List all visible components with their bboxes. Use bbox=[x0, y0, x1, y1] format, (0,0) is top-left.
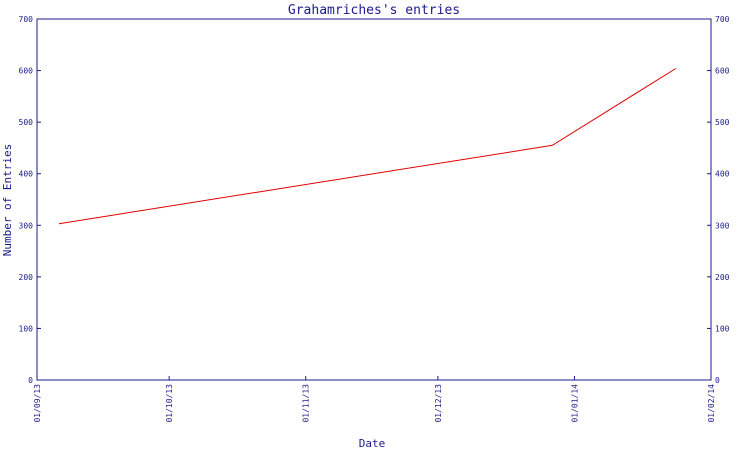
right-y-tick-label: 100 bbox=[715, 324, 730, 333]
left-y-tick-label: 200 bbox=[19, 273, 34, 282]
entries-series-line bbox=[58, 68, 677, 225]
right-y-axis: 0 100 200 300 400 500 600 700 bbox=[707, 15, 730, 385]
left-y-tick-label: 600 bbox=[19, 67, 34, 76]
right-y-tick-label: 0 bbox=[715, 376, 720, 385]
right-y-tick-label: 300 bbox=[715, 221, 730, 230]
right-y-tick-label: 400 bbox=[715, 170, 730, 179]
left-y-axis: 0 100 200 300 400 500 600 700 bbox=[19, 15, 41, 385]
left-y-tick-label: 400 bbox=[19, 170, 34, 179]
x-axis: 01/09/13 01/10/13 01/11/13 01/12/13 01/01/14… bbox=[33, 376, 716, 423]
x-tick-label: 01/10/13 bbox=[165, 384, 174, 423]
x-tick-label: 01/01/14 bbox=[570, 384, 579, 423]
left-y-tick-label: 0 bbox=[28, 376, 33, 385]
x-tick-label: 01/02/14 bbox=[707, 384, 716, 423]
left-y-tick-label: 300 bbox=[19, 221, 34, 230]
left-y-tick-label: 100 bbox=[19, 324, 34, 333]
series-layer bbox=[58, 68, 677, 225]
right-y-tick-label: 200 bbox=[715, 273, 730, 282]
right-y-tick-label: 600 bbox=[715, 67, 730, 76]
x-axis-label: Date bbox=[359, 437, 386, 450]
plot-area bbox=[36, 18, 712, 381]
y-axis-label: Number of Entries bbox=[1, 144, 14, 257]
right-y-tick-label: 700 bbox=[715, 15, 730, 24]
x-tick-label: 01/11/13 bbox=[302, 384, 311, 423]
right-y-tick-label: 500 bbox=[715, 118, 730, 127]
left-y-tick-label: 500 bbox=[19, 118, 34, 127]
left-y-tick-label: 700 bbox=[19, 15, 34, 24]
x-tick-label: 01/09/13 bbox=[33, 384, 42, 423]
x-tick-label: 01/12/13 bbox=[434, 384, 443, 423]
chart-title: Grahamriches's entries bbox=[288, 3, 460, 18]
